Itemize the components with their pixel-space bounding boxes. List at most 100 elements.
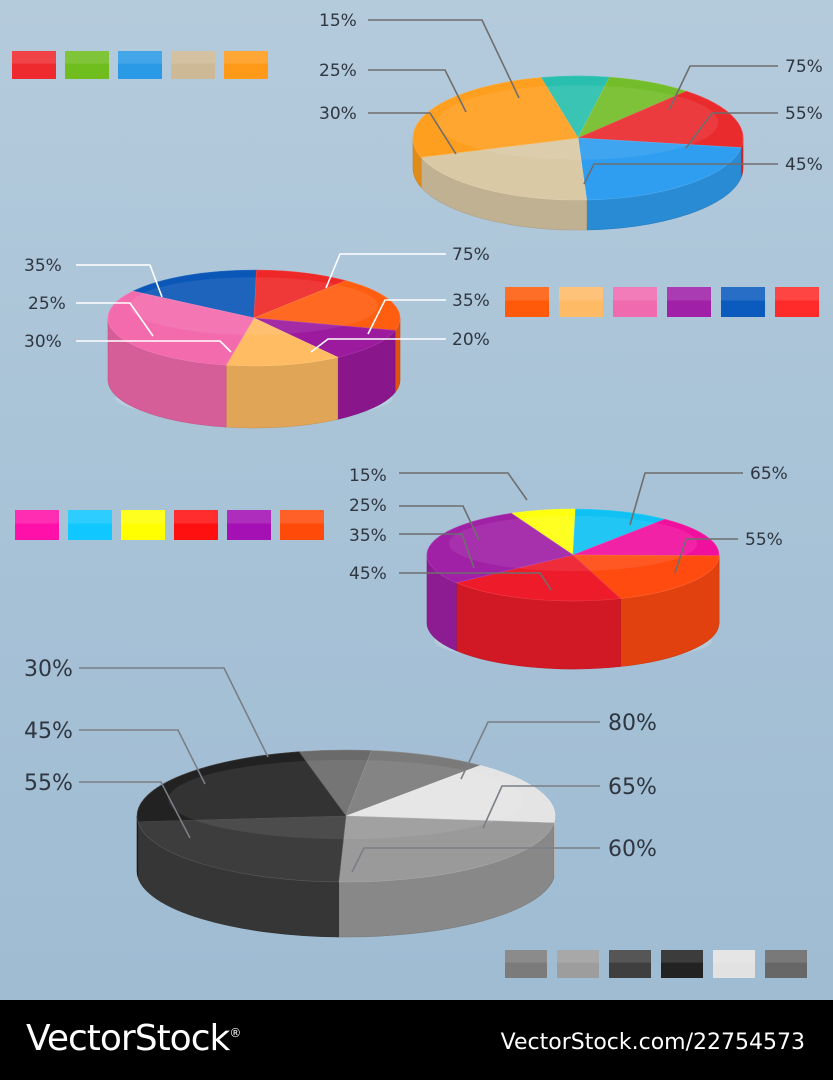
leader-line [674, 538, 738, 574]
slice-tan[interactable] [420, 137, 587, 201]
legend-swatch[interactable] [775, 287, 819, 317]
slice-orange[interactable] [253, 280, 401, 331]
percent-label: 25% [349, 496, 387, 516]
percent-label: 45% [785, 155, 823, 175]
percent-label: 45% [24, 719, 73, 744]
leader-line [76, 264, 163, 298]
legend-swatch-gloss [775, 287, 819, 301]
legend-swatch[interactable] [12, 51, 56, 79]
legend-swatch-gloss [557, 950, 599, 963]
slice-purple[interactable] [426, 512, 574, 583]
legend-swatch[interactable] [118, 51, 162, 79]
legend-swatch[interactable] [171, 51, 215, 79]
slice-peach[interactable] [225, 317, 339, 367]
legend-swatch[interactable] [227, 510, 271, 540]
leader-line [399, 505, 480, 541]
pie-labels: 15% 25% 30% 75% 55% 45% [319, 11, 823, 185]
legend-swatch[interactable] [613, 287, 657, 317]
leader-line [482, 785, 600, 829]
legend-swatch[interactable] [174, 510, 218, 540]
legend-swatch-gloss [12, 51, 56, 64]
legend-swatch[interactable] [68, 510, 112, 540]
pie-chart-1: 15% 25% 30% 75% 55% 45% [12, 11, 823, 231]
legend-swatch[interactable] [505, 287, 549, 317]
legend-2 [505, 287, 819, 317]
leader-line [368, 19, 520, 99]
legend-swatch[interactable] [559, 287, 603, 317]
brand-logo[interactable]: VectorStock® [26, 1018, 241, 1059]
percent-label: 25% [28, 294, 66, 314]
legend-swatch[interactable] [557, 950, 599, 978]
pie-labels: 35% 25% 30% 75% 35% 20% [24, 245, 490, 353]
percent-label: 65% [608, 775, 657, 800]
slice-purple[interactable] [253, 317, 396, 358]
legend-swatch-gloss [280, 510, 324, 524]
legend-swatch-gloss [174, 510, 218, 524]
slice-white[interactable] [345, 765, 556, 824]
leader-line [310, 338, 446, 353]
pie-chart-2: 35% 25% 30% 75% 35% 20% [24, 245, 819, 429]
percent-label: 35% [452, 291, 490, 311]
legend-swatch[interactable] [505, 950, 547, 978]
pie-side-walls [107, 317, 401, 429]
legend-swatch-gloss [713, 950, 755, 963]
leader-line [368, 69, 467, 113]
slice-cyan[interactable] [572, 508, 666, 556]
slice-peach-side [225, 356, 339, 429]
leader-line [399, 533, 475, 569]
percent-label: 55% [785, 104, 823, 124]
legend-swatch[interactable] [609, 950, 651, 978]
legend-swatch-gloss [65, 51, 109, 64]
footer-bar: VectorStock® VectorStock.com/22754573 [0, 1000, 833, 1080]
slice-red[interactable] [577, 90, 744, 149]
pie-top-faces [136, 749, 556, 883]
legend-swatch[interactable] [765, 950, 807, 978]
legend-swatch[interactable] [224, 51, 268, 79]
slice-green[interactable] [577, 76, 688, 139]
pie-gloss [168, 759, 524, 840]
legend-swatch[interactable] [280, 510, 324, 540]
percent-label: 45% [349, 564, 387, 584]
slice-pink[interactable] [107, 290, 255, 366]
legend-swatch-gloss [227, 510, 271, 524]
legend-1 [12, 51, 268, 79]
slice-orange[interactable] [577, 137, 742, 201]
slice-red[interactable] [253, 269, 347, 319]
slice-orange[interactable] [572, 554, 720, 599]
legend-swatch[interactable] [721, 287, 765, 317]
legend-swatch[interactable] [121, 510, 165, 540]
legend-swatch-gloss [559, 287, 603, 301]
slice-magenta[interactable] [572, 518, 720, 557]
legend-swatch[interactable] [713, 950, 755, 978]
percent-label: 65% [750, 464, 788, 484]
percent-label: 25% [319, 61, 357, 81]
legend-swatch-gloss [661, 950, 703, 963]
legend-swatch-gloss [505, 287, 549, 301]
slice-red[interactable] [455, 554, 622, 602]
pie-chart-4: 30% 45% 55% 80% 65% 60% [24, 657, 807, 978]
legend-swatch[interactable] [667, 287, 711, 317]
leader-line [351, 847, 600, 873]
percent-label: 75% [785, 57, 823, 77]
legend-swatch-gloss [765, 950, 807, 963]
slice-charcoal[interactable] [137, 815, 347, 883]
leader-line [367, 299, 446, 335]
leader-line [668, 65, 778, 111]
image-id: VectorStock.com/22754573 [500, 1030, 805, 1055]
legend-3 [15, 510, 324, 540]
slice-dark-gray[interactable] [345, 750, 482, 817]
legend-swatch[interactable] [661, 950, 703, 978]
pie-side-walls [426, 554, 720, 670]
slice-black-side [136, 815, 139, 877]
slice-light-gray[interactable] [338, 815, 555, 883]
legend-swatch-gloss [505, 950, 547, 963]
pie-labels: 15% 25% 35% 45% 65% 55% [349, 464, 788, 591]
pie-top-faces [426, 508, 720, 602]
registered-mark: ® [229, 1026, 241, 1040]
legend-swatch[interactable] [15, 510, 59, 540]
leader-line [583, 163, 778, 185]
legend-swatch-gloss [121, 510, 165, 524]
slice-blue[interactable] [132, 269, 257, 319]
percent-label: 15% [319, 11, 357, 31]
legend-swatch[interactable] [65, 51, 109, 79]
